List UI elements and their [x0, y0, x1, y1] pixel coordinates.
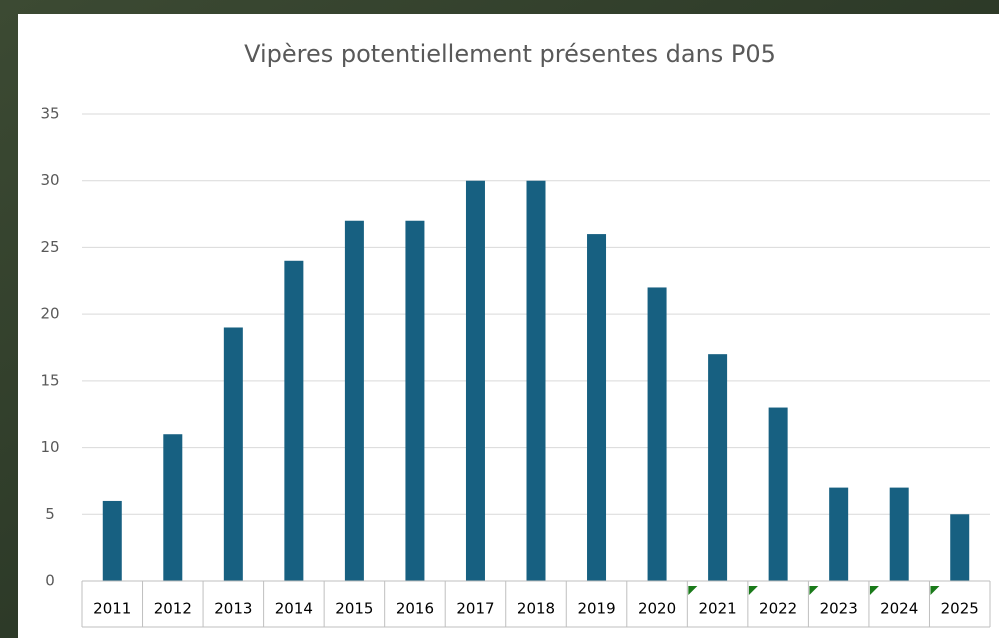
x-tick-label: 2017: [456, 600, 494, 618]
error-indicator: [748, 586, 758, 595]
x-tick-label: 2013: [214, 600, 252, 618]
x-tick-label: 2024: [880, 600, 918, 618]
bar: [344, 220, 364, 581]
bar: [829, 487, 849, 581]
bar: [768, 407, 788, 581]
error-indicator: [809, 586, 819, 595]
x-tick-label: 2023: [820, 600, 858, 618]
bar: [163, 434, 183, 581]
y-tick-label: 20: [40, 305, 59, 323]
x-tick-label: 2014: [275, 600, 313, 618]
bar: [465, 180, 485, 581]
error-indicator: [930, 586, 940, 595]
x-tick-label: 2019: [577, 600, 615, 618]
y-tick-label: 10: [40, 438, 59, 456]
y-tick-label: 15: [40, 371, 59, 389]
error-indicator: [688, 586, 698, 595]
bar: [889, 487, 909, 581]
bar: [284, 260, 304, 581]
bar: [223, 327, 243, 581]
y-tick-label: 5: [45, 505, 55, 523]
bar: [647, 287, 667, 581]
x-tick-label: 2021: [699, 600, 737, 618]
bar: [526, 180, 546, 581]
bar: [405, 220, 425, 581]
y-tick-label: 25: [40, 238, 59, 256]
y-tick-label: 30: [40, 171, 59, 189]
y-tick-label: 0: [45, 572, 55, 590]
bar: [708, 354, 728, 581]
x-tick-label: 2012: [154, 600, 192, 618]
x-tick-label: 2020: [638, 600, 676, 618]
x-tick-label: 2022: [759, 600, 797, 618]
x-tick-label: 2025: [941, 600, 979, 618]
x-tick-label: 2011: [93, 600, 131, 618]
chart-title: Vipères potentiellement présentes dans P…: [244, 40, 776, 68]
y-tick-label: 35: [40, 105, 59, 123]
x-tick-label: 2015: [335, 600, 373, 618]
x-tick-label: 2016: [396, 600, 434, 618]
x-tick-label: 2018: [517, 600, 555, 618]
bar: [950, 514, 970, 581]
bar: [102, 500, 122, 581]
error-indicator: [869, 586, 879, 595]
bar: [587, 234, 607, 582]
